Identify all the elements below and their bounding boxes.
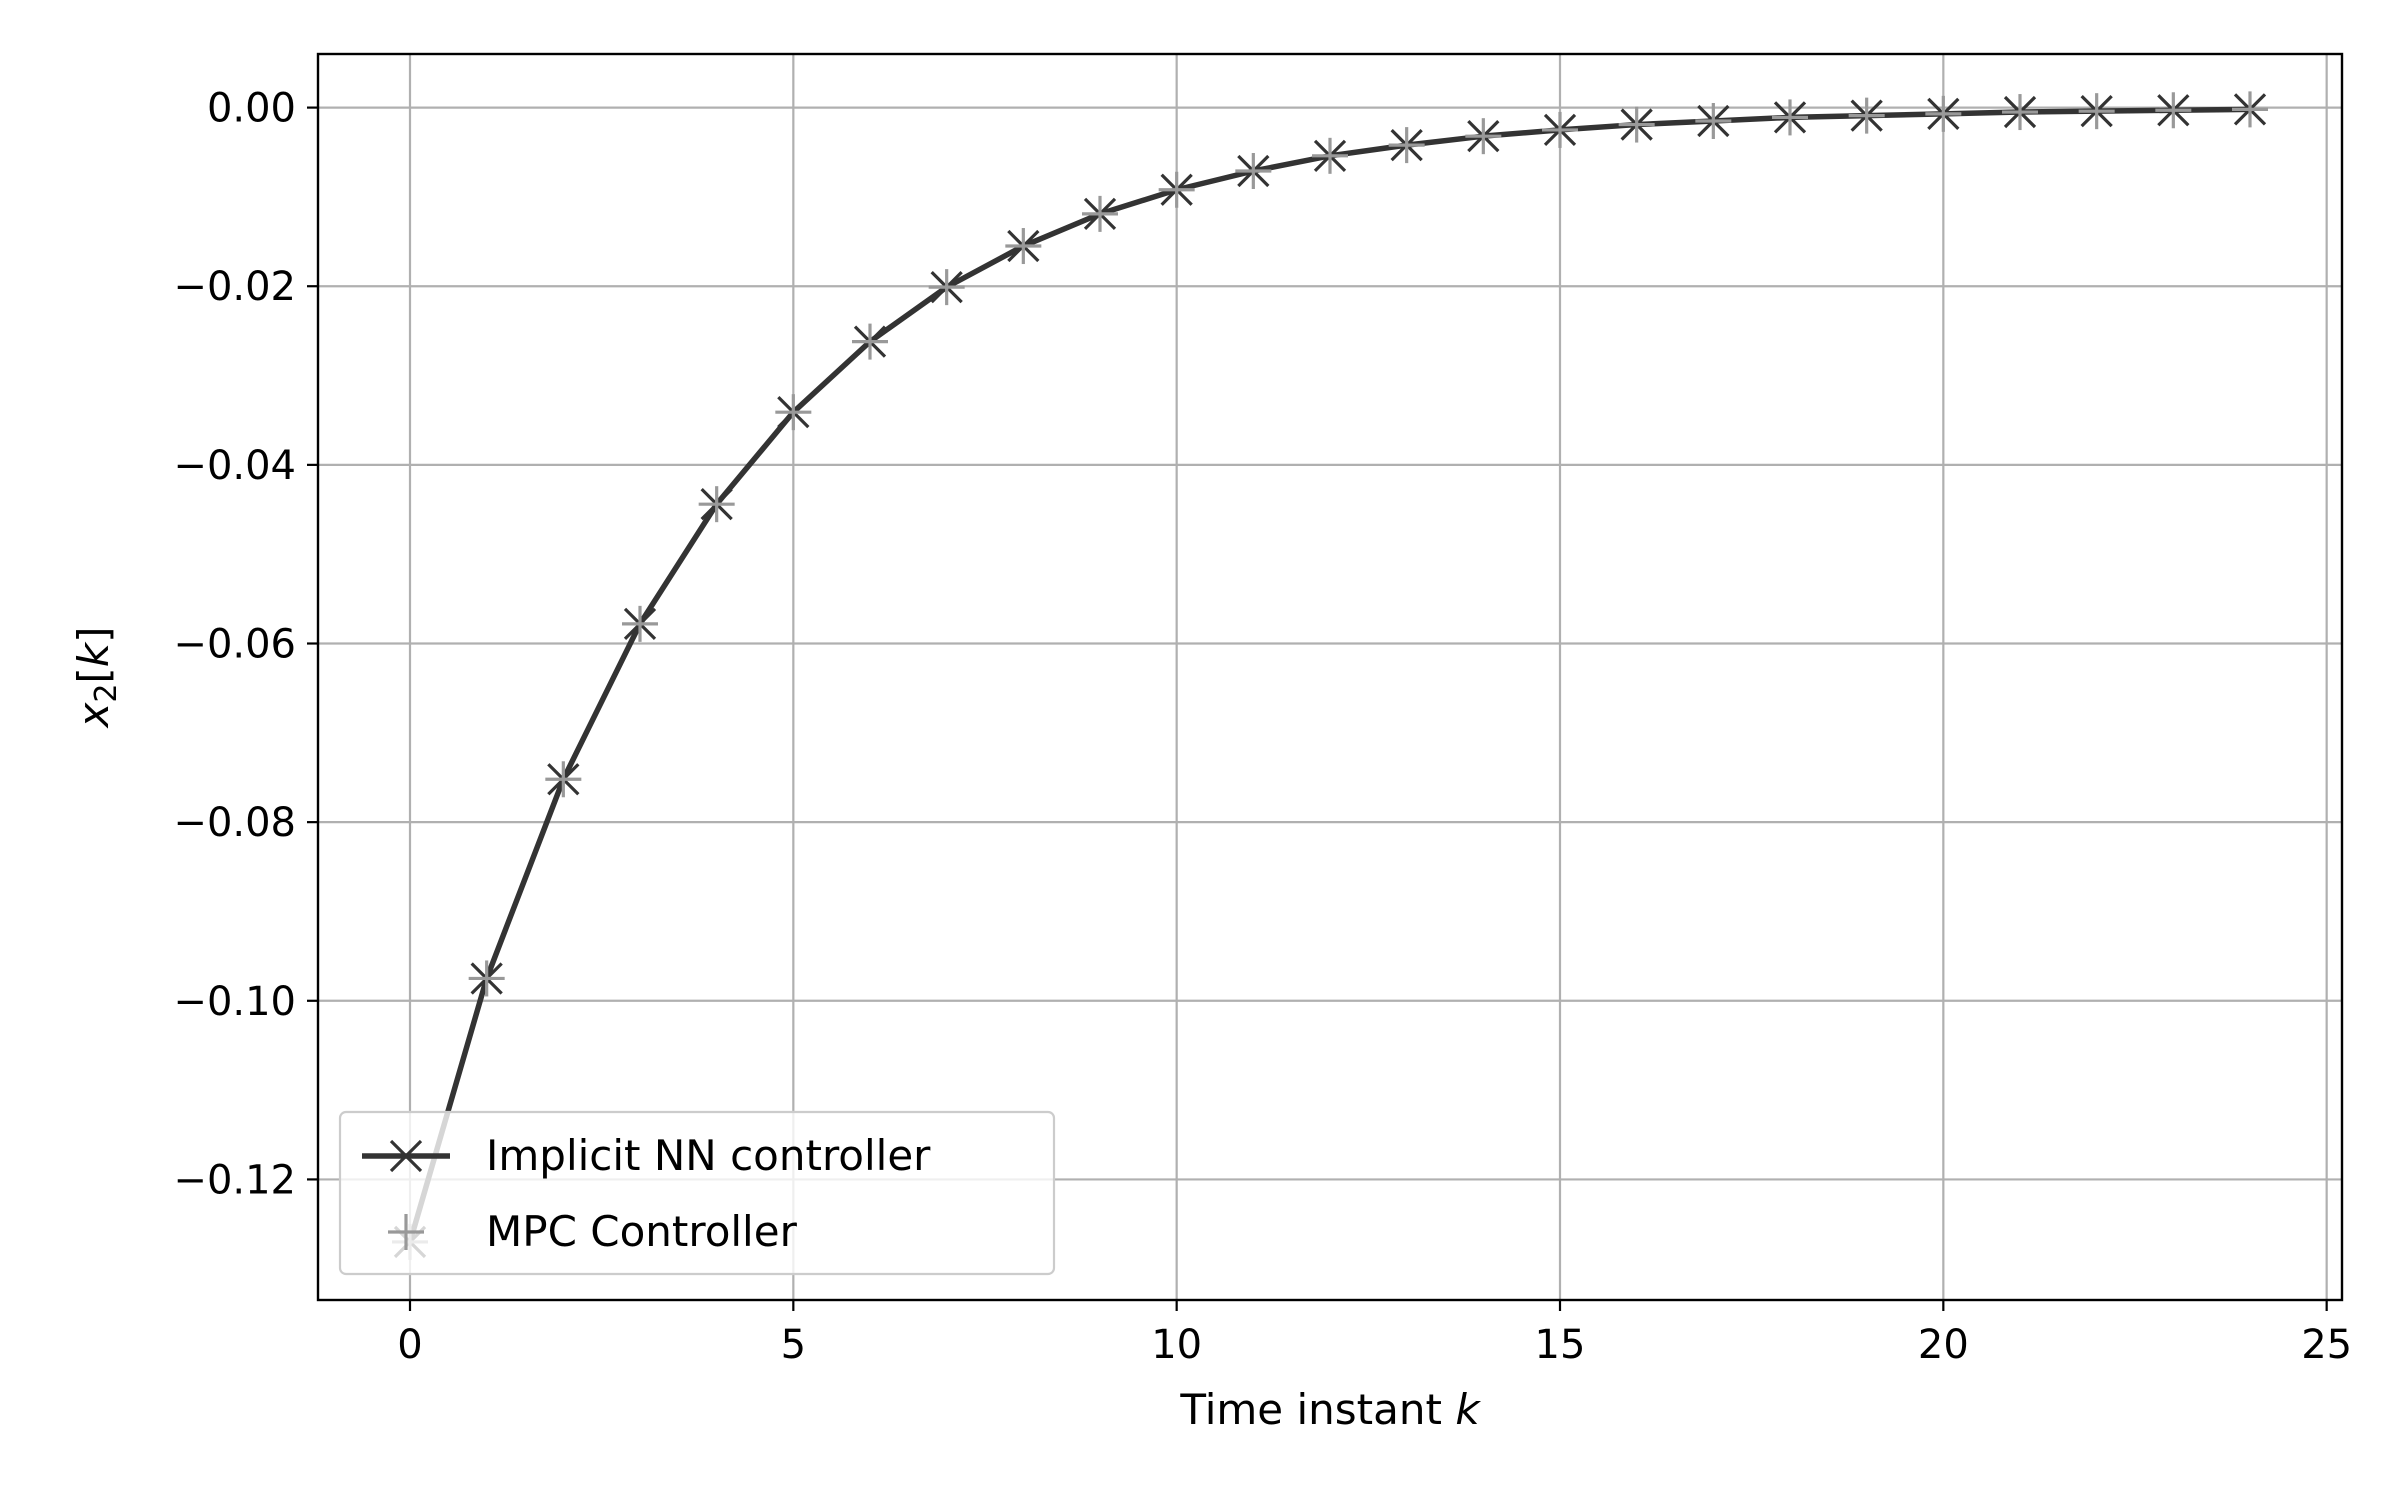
- data-point: [1618, 106, 1655, 143]
- data-point: [468, 960, 505, 997]
- y-tick-label: −0.02: [173, 264, 296, 310]
- legend-marker: [388, 1214, 424, 1250]
- legend-box: [338, 1110, 1056, 1276]
- data-point: [1848, 97, 1885, 134]
- x-tick-label: 10: [1151, 1322, 1202, 1368]
- data-point: [1082, 195, 1118, 232]
- legend: Implicit NN controller MPC Controller: [338, 1110, 1056, 1276]
- data-point: [698, 486, 735, 523]
- data-point: [1772, 99, 1808, 136]
- data-point: [1158, 171, 1195, 208]
- plot-series: [392, 91, 2268, 1260]
- legend-label: MPC Controller: [486, 1207, 798, 1256]
- data-point: [1235, 153, 1272, 190]
- x-tick-label: 25: [2301, 1322, 2352, 1368]
- data-point: [1388, 127, 1425, 164]
- legend-entry: Implicit NN controller: [362, 1131, 931, 1180]
- data-point: [1695, 102, 1732, 139]
- ticks: 0 5 10 15 20 25 0.00 −0.02 −0.04 −0.06 −0.08 −0.10 −…: [173, 86, 2352, 1368]
- legend-marker: [389, 1139, 423, 1173]
- y-axis-label: x2[k]: [69, 626, 124, 729]
- x-tick-label: 5: [781, 1322, 806, 1368]
- y-axis-label-variable: x: [69, 702, 118, 730]
- y-tick-label: −0.06: [173, 622, 296, 668]
- data-point: [2155, 92, 2192, 129]
- axes-frame: [316, 52, 2344, 1302]
- data-point: [1542, 111, 1578, 148]
- y-tick-label: −0.12: [173, 1157, 296, 1203]
- data-point: [1925, 95, 1962, 132]
- data-point: [622, 605, 658, 642]
- data-point: [2232, 91, 2268, 128]
- x-tick-label: 0: [397, 1322, 422, 1368]
- legend-entry: MPC Controller: [388, 1207, 798, 1256]
- y-axis-label-open-bracket: [: [69, 667, 118, 683]
- y-tick-label: −0.10: [173, 979, 296, 1025]
- data-point: [928, 269, 965, 306]
- x-axis-label: Time instant k: [1179, 1385, 1481, 1434]
- grid: [318, 54, 2342, 1300]
- y-tick-label: −0.08: [173, 800, 296, 846]
- data-point: [1005, 228, 1042, 265]
- x-tick-label: 20: [1918, 1322, 1969, 1368]
- legend-label: Implicit NN controller: [486, 1131, 931, 1180]
- data-point: [852, 323, 888, 360]
- y-axis-label-subscript: 2: [89, 684, 124, 703]
- marker-stroke: [389, 1139, 423, 1173]
- data-point: [775, 394, 812, 431]
- x-axis-label-variable: k: [1455, 1385, 1481, 1434]
- data-point: [1465, 118, 1502, 155]
- data-point: [2078, 93, 2115, 130]
- y-tick-label: 0.00: [207, 86, 296, 132]
- series-mpc-controller: [392, 91, 2268, 1260]
- x-tick-label: 15: [1535, 1322, 1586, 1368]
- x-axis-label-text: Time instant: [1179, 1385, 1455, 1434]
- data-point: [1312, 137, 1348, 174]
- data-point: [2002, 94, 2038, 131]
- y-tick-label: −0.04: [173, 443, 296, 489]
- y-axis-label-argument: k: [69, 641, 118, 667]
- y-axis-label-close-bracket: ]: [69, 626, 118, 642]
- data-point: [545, 761, 582, 798]
